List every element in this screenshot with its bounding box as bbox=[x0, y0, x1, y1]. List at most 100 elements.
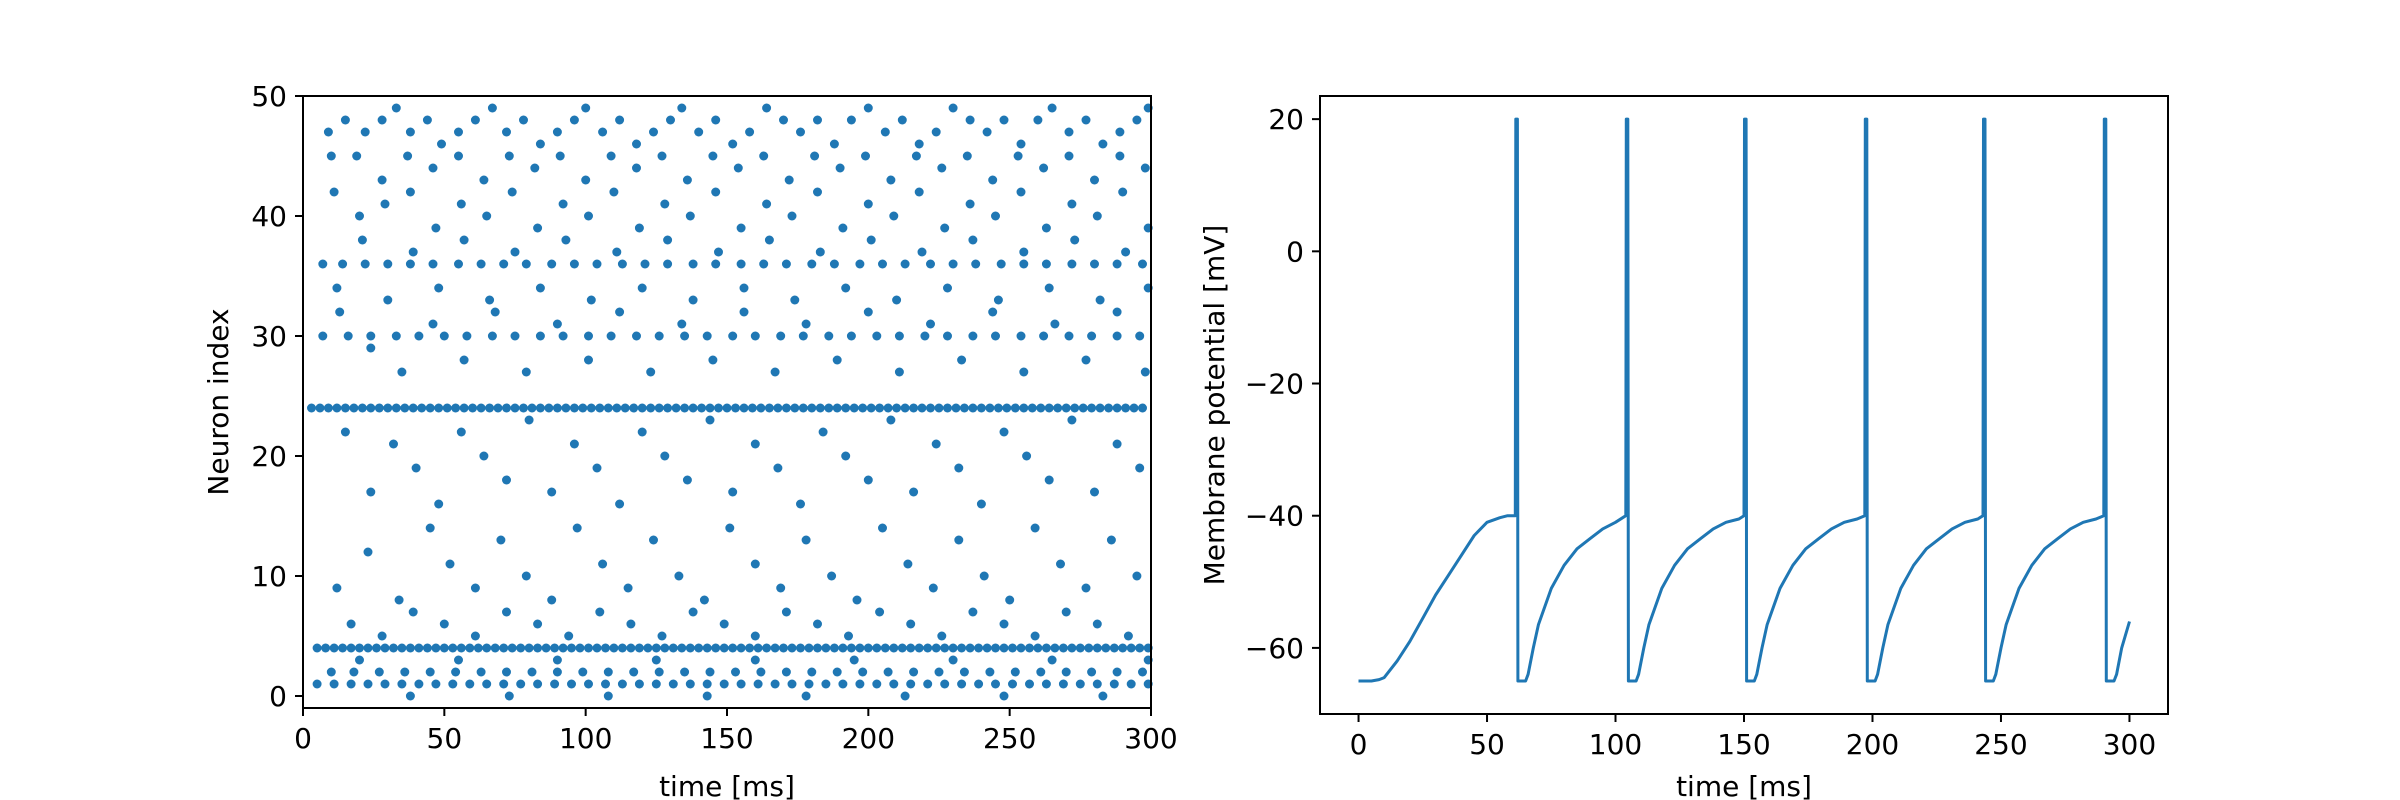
x-tick-label: 150 bbox=[1717, 728, 1770, 761]
spike-dot bbox=[790, 295, 800, 305]
spike-dot bbox=[612, 403, 622, 413]
spike-dot bbox=[894, 331, 904, 341]
spike-dot bbox=[846, 331, 856, 341]
spike-dot bbox=[863, 307, 873, 317]
spike-dot bbox=[615, 307, 625, 317]
raster-dots bbox=[307, 103, 1153, 701]
spike-dot bbox=[680, 667, 690, 677]
spike-dot bbox=[722, 403, 732, 413]
spike-dot bbox=[603, 403, 613, 413]
spike-dot bbox=[1033, 115, 1043, 125]
spike-dot bbox=[736, 643, 746, 653]
spike-dot bbox=[943, 331, 952, 341]
spike-dot bbox=[408, 247, 418, 257]
spike-dot bbox=[804, 679, 814, 689]
spike-dot bbox=[439, 331, 449, 341]
spike-dot bbox=[999, 427, 1009, 437]
spike-dot bbox=[343, 331, 353, 341]
spike-dot bbox=[753, 643, 763, 653]
spike-dot bbox=[849, 655, 859, 665]
spike-dot bbox=[708, 151, 718, 161]
spike-dot bbox=[1047, 655, 1057, 665]
spike-dot bbox=[1104, 403, 1114, 413]
spike-dot bbox=[349, 403, 359, 413]
spike-dot bbox=[1129, 403, 1139, 413]
spike-dot bbox=[363, 547, 373, 557]
spike-dot bbox=[510, 403, 520, 413]
spike-dot bbox=[1019, 259, 1029, 269]
spike-dot bbox=[711, 259, 721, 269]
spike-dot bbox=[584, 355, 593, 365]
x-tick-label: 0 bbox=[1350, 728, 1368, 761]
spike-dot bbox=[787, 211, 797, 221]
spike-dot bbox=[841, 451, 851, 461]
spike-dot bbox=[502, 607, 511, 617]
spike-dot bbox=[405, 187, 415, 197]
spike-dot bbox=[1036, 403, 1046, 413]
spike-dot bbox=[861, 151, 870, 161]
spike-dot bbox=[988, 175, 998, 185]
spike-dot bbox=[770, 367, 780, 377]
spike-dot bbox=[838, 679, 848, 689]
spike-dot bbox=[332, 283, 342, 293]
spike-dot bbox=[878, 259, 887, 269]
spike-dot bbox=[863, 103, 873, 113]
spike-dot bbox=[349, 667, 359, 677]
spike-dot bbox=[937, 631, 947, 641]
spike-dot bbox=[377, 175, 387, 185]
spike-dot bbox=[844, 631, 853, 641]
spike-dot bbox=[1053, 403, 1063, 413]
spike-dot bbox=[943, 283, 952, 293]
spike-dot bbox=[1118, 187, 1128, 197]
spike-dot bbox=[979, 571, 989, 581]
spike-dot bbox=[617, 643, 627, 653]
spike-dot bbox=[943, 403, 952, 413]
spike-dot bbox=[668, 643, 678, 653]
spike-dot bbox=[357, 235, 367, 245]
spike-dot bbox=[985, 403, 995, 413]
spike-dot bbox=[454, 259, 463, 269]
spike-dot bbox=[993, 295, 1003, 305]
spike-dot bbox=[714, 247, 723, 257]
spike-dot bbox=[770, 643, 780, 653]
y-tick-label: 20 bbox=[1268, 103, 1304, 136]
spike-dot bbox=[1118, 643, 1128, 653]
spike-dot bbox=[858, 403, 868, 413]
voltage-chart: 0 50 100 150 200 250 300 −60 −40 −20 0 20 time [ms… bbox=[1198, 95, 2169, 800]
spike-dot bbox=[940, 643, 950, 653]
spike-dot bbox=[414, 679, 424, 689]
spike-dot bbox=[810, 151, 820, 161]
spike-dot bbox=[764, 403, 774, 413]
spike-dot bbox=[552, 319, 562, 329]
spike-dot bbox=[1135, 643, 1145, 653]
spike-dot bbox=[499, 679, 509, 689]
spike-dot bbox=[1132, 571, 1142, 581]
raster-chart: 0 50 100 150 200 250 300 0 10 20 30 40 50 time [ms]… bbox=[202, 80, 1178, 800]
spike-dot bbox=[779, 643, 788, 653]
spike-dot bbox=[894, 367, 904, 377]
spike-dot bbox=[1067, 259, 1077, 269]
spike-dot bbox=[951, 403, 961, 413]
spike-dot bbox=[985, 667, 995, 677]
spike-dot bbox=[855, 679, 865, 689]
spike-dot bbox=[414, 331, 424, 341]
spike-dot bbox=[459, 235, 469, 245]
spike-dot bbox=[1044, 475, 1054, 485]
spike-dot bbox=[383, 295, 393, 305]
spike-dot bbox=[974, 643, 984, 653]
spike-dot bbox=[1058, 643, 1068, 653]
spike-dot bbox=[807, 403, 817, 413]
spike-dot bbox=[654, 403, 664, 413]
spike-dot bbox=[366, 487, 376, 497]
spike-dot bbox=[781, 259, 791, 269]
spike-dot bbox=[405, 691, 415, 701]
spike-dot bbox=[397, 643, 407, 653]
spike-dot bbox=[482, 679, 492, 689]
spike-dot bbox=[1064, 127, 1074, 137]
spike-dot bbox=[405, 643, 415, 653]
voltage-y-axis-label: Membrane potential [mV] bbox=[1198, 225, 1231, 586]
spike-dot bbox=[552, 655, 562, 665]
x-tick-label: 300 bbox=[2103, 728, 2156, 761]
spike-dot bbox=[685, 679, 695, 689]
spike-dot bbox=[561, 403, 571, 413]
